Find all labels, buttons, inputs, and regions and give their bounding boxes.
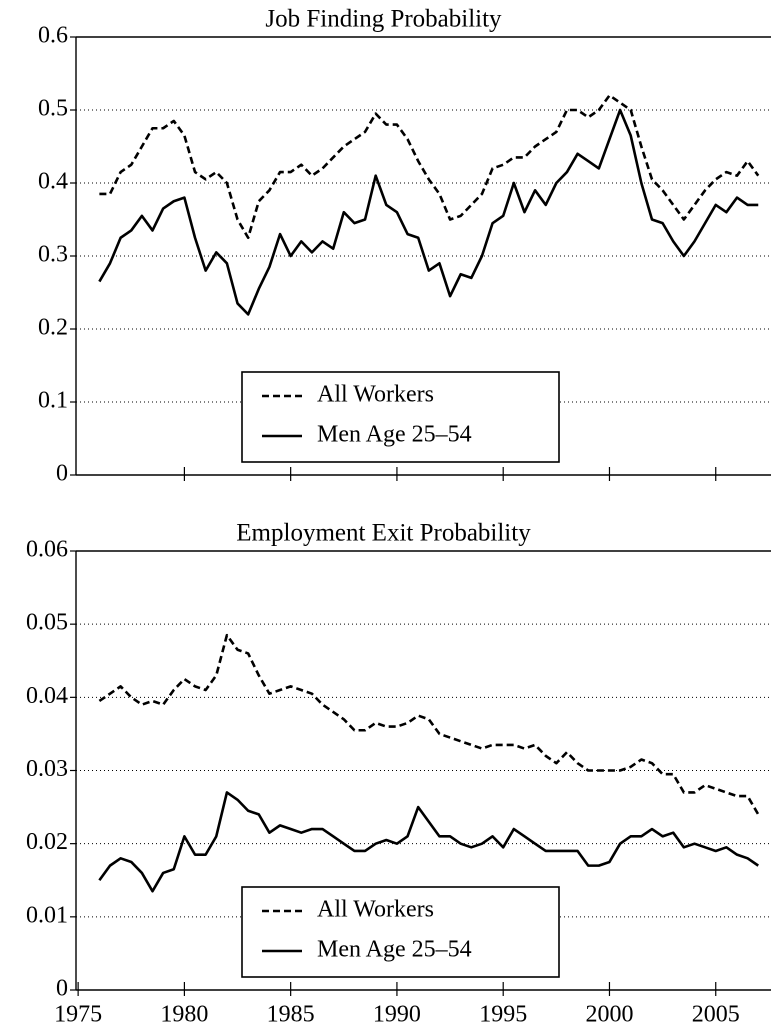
- y-tick-label: 0.05: [26, 610, 68, 636]
- x-tick-label: 1985: [267, 1002, 315, 1028]
- y-tick-label: 0.03: [26, 756, 68, 782]
- legend-box: [241, 371, 560, 463]
- x-tick-label: 2000: [585, 1002, 633, 1028]
- legend-label: All Workers: [317, 897, 434, 923]
- y-tick-label: 0: [56, 976, 68, 1002]
- y-tick-label: 0.5: [38, 96, 68, 122]
- legend-label: All Workers: [317, 382, 434, 408]
- legend-label: Men Age 25–54: [317, 422, 472, 448]
- series-line: [98, 791, 759, 893]
- chart-title: Employment Exit Probability: [236, 520, 531, 547]
- series-line: [98, 108, 759, 316]
- legend-box: [241, 886, 560, 978]
- series-line: [99, 94, 760, 240]
- x-tick-label: 1980: [160, 1002, 208, 1028]
- x-tick-label: 1975: [54, 1002, 102, 1028]
- y-tick-label: 0.6: [38, 23, 68, 49]
- legend-label: Men Age 25–54: [317, 937, 472, 963]
- series-line: [98, 633, 760, 816]
- y-tick-label: 0.02: [26, 829, 68, 855]
- x-tick-label: 1995: [479, 1002, 527, 1028]
- y-tick-label: 0: [56, 461, 68, 487]
- chart-title: Job Finding Probability: [265, 6, 502, 33]
- y-tick-label: 0.3: [38, 242, 68, 268]
- y-tick-label: 0.2: [38, 315, 68, 341]
- x-tick-label: 1990: [373, 1002, 421, 1028]
- y-tick-label: 0.1: [38, 388, 68, 414]
- x-tick-label: 2005: [692, 1002, 740, 1028]
- y-tick-label: 0.06: [26, 537, 68, 563]
- y-tick-label: 0.04: [26, 683, 68, 709]
- y-tick-label: 0.01: [26, 902, 68, 928]
- y-tick-label: 0.4: [38, 169, 68, 195]
